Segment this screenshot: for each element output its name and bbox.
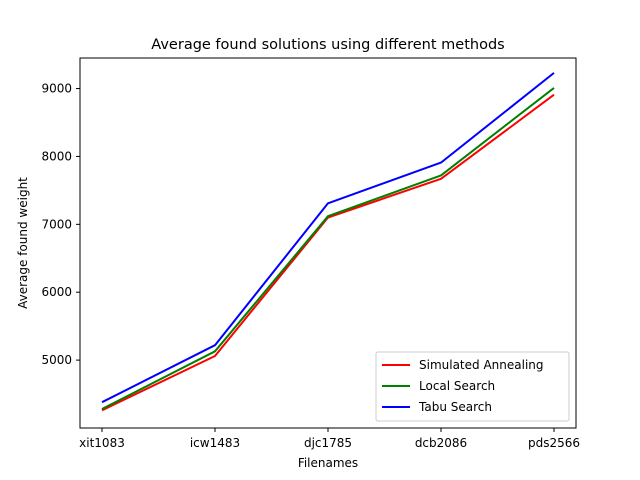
y-axis-ticks: 5000 6000 7000 8000 9000 <box>41 82 80 367</box>
y-tick-label: 8000 <box>41 149 72 163</box>
series-line-tabu-search <box>101 72 555 404</box>
y-axis-title: Average found weight <box>16 177 30 309</box>
y-tick-label: 5000 <box>41 353 72 367</box>
x-tick-label: xit1083 <box>79 436 125 450</box>
x-axis-title: Filenames <box>298 456 358 470</box>
y-tick-label: 6000 <box>41 285 72 299</box>
x-axis-ticks: xit1083 icw1483 djc1785 dcb2086 pds2566 <box>79 428 580 450</box>
x-tick-label: pds2566 <box>528 436 580 450</box>
legend-box <box>375 351 570 422</box>
series-layer <box>101 72 555 412</box>
legend: Simulated Annealing Local Search Tabu Sear… <box>375 351 570 422</box>
series-line-local-search <box>101 87 555 410</box>
legend-label-tabu-search: Tabu Search <box>418 400 492 414</box>
x-tick-label: djc1785 <box>304 436 352 450</box>
chart-title: Average found solutions using different … <box>151 37 504 53</box>
x-tick-label: icw1483 <box>190 436 240 450</box>
y-tick-label: 9000 <box>41 82 72 96</box>
y-tick-label: 7000 <box>41 217 72 231</box>
legend-label-simulated-annealing: Simulated Annealing <box>419 358 544 372</box>
legend-label-local-search: Local Search <box>419 379 495 393</box>
x-tick-label: dcb2086 <box>415 436 467 450</box>
